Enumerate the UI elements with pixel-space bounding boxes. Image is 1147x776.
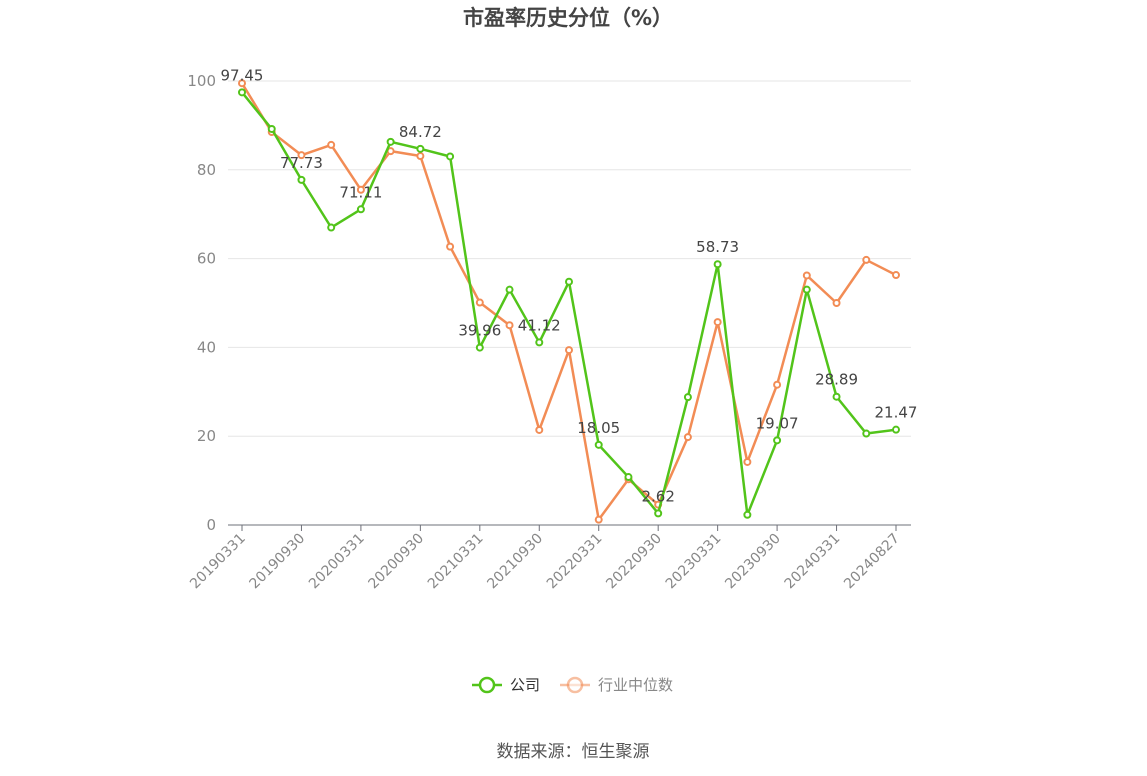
- chart-title: 市盈率历史分位（%）: [463, 6, 673, 30]
- data-point[interactable]: [356, 185, 365, 194]
- data-point[interactable]: [743, 457, 752, 466]
- data-point[interactable]: [594, 440, 603, 449]
- data-point[interactable]: [238, 79, 246, 88]
- data-label: 71.11: [339, 183, 382, 201]
- data-label: 58.73: [696, 238, 739, 256]
- series-line-industry-median: [240, 82, 897, 521]
- data-point[interactable]: [446, 152, 455, 161]
- legend-label[interactable]: 行业中位数: [598, 676, 673, 694]
- data-point[interactable]: [624, 473, 633, 482]
- data-point[interactable]: [356, 205, 365, 214]
- data-point[interactable]: [802, 285, 811, 294]
- data-point[interactable]: [892, 425, 900, 434]
- data-label: 97.45: [221, 66, 264, 84]
- data-point[interactable]: [475, 343, 484, 352]
- data-point[interactable]: [565, 277, 573, 286]
- data-point[interactable]: [654, 509, 663, 518]
- data-point[interactable]: [594, 515, 603, 524]
- data-point[interactable]: [862, 255, 871, 264]
- data-point[interactable]: [832, 392, 841, 401]
- legend-swatch-marker[interactable]: [478, 676, 496, 694]
- data-label: 18.05: [577, 419, 620, 437]
- data-point[interactable]: [713, 318, 722, 327]
- legend-label[interactable]: 公司: [510, 676, 540, 694]
- data-point[interactable]: [327, 140, 336, 149]
- x-tick-label: 20190930: [247, 531, 309, 593]
- data-label: 41.12: [518, 316, 561, 334]
- data-point[interactable]: [446, 242, 455, 251]
- x-tick-label: 20210930: [484, 531, 546, 593]
- data-point[interactable]: [535, 425, 544, 434]
- series-layer: [238, 79, 900, 524]
- x-tick-label: 20220331: [544, 531, 606, 593]
- data-point[interactable]: [565, 346, 573, 355]
- x-tick-label: 20230331: [663, 531, 725, 593]
- data-point[interactable]: [297, 151, 306, 160]
- data-point[interactable]: [327, 223, 336, 232]
- x-tick-label: 20210331: [425, 531, 487, 593]
- x-tick-label: 20230930: [722, 531, 784, 593]
- data-point[interactable]: [862, 429, 871, 438]
- data-point[interactable]: [416, 152, 425, 161]
- y-tick-label: 20: [197, 427, 216, 445]
- x-tick-label: 20240827: [841, 531, 903, 593]
- data-point[interactable]: [773, 380, 782, 389]
- data-point[interactable]: [297, 175, 306, 184]
- x-tick-label: 20220930: [603, 531, 665, 593]
- x-tick-label: 20200331: [306, 531, 368, 593]
- data-point[interactable]: [683, 433, 692, 442]
- y-tick-label: 60: [197, 250, 216, 268]
- y-tick-label: 0: [206, 516, 216, 534]
- data-point[interactable]: [386, 137, 395, 146]
- x-tick-label: 20240331: [782, 531, 844, 593]
- data-point[interactable]: [773, 436, 782, 445]
- x-tick-label: 20200930: [365, 531, 427, 593]
- y-tick-label: 40: [197, 338, 216, 356]
- data-point[interactable]: [802, 271, 811, 280]
- legend-swatch-marker[interactable]: [566, 676, 584, 694]
- data-point[interactable]: [832, 299, 841, 307]
- y-tick-label: 80: [197, 161, 216, 179]
- data-label: 19.07: [756, 414, 799, 432]
- data-label: 84.72: [399, 123, 442, 141]
- data-point[interactable]: [416, 144, 425, 153]
- data-point[interactable]: [713, 260, 722, 269]
- data-label: 39.96: [458, 322, 501, 340]
- data-labels: 97.45 77.73 71.11 84.72 39.96 41.12 18.05 2.62 5…: [221, 66, 918, 505]
- data-label: 28.89: [815, 371, 858, 389]
- legend[interactable]: 公司 行业中位数: [472, 676, 673, 694]
- grid-lines: [228, 80, 911, 437]
- data-point[interactable]: [238, 88, 246, 97]
- data-point[interactable]: [475, 298, 484, 307]
- data-label: 2.62: [641, 487, 674, 505]
- data-point[interactable]: [267, 124, 276, 133]
- data-point[interactable]: [683, 393, 692, 402]
- y-tick-label: 100: [187, 72, 216, 90]
- data-point[interactable]: [892, 271, 900, 280]
- source-note: 数据来源：恒生聚源: [497, 742, 650, 762]
- data-point[interactable]: [505, 285, 514, 294]
- data-point[interactable]: [743, 510, 752, 519]
- data-point[interactable]: [535, 338, 544, 347]
- data-label: 21.47: [875, 404, 918, 422]
- data-point[interactable]: [505, 321, 514, 330]
- data-label: 77.73: [280, 154, 323, 172]
- x-tick-label: 20190331: [187, 531, 249, 593]
